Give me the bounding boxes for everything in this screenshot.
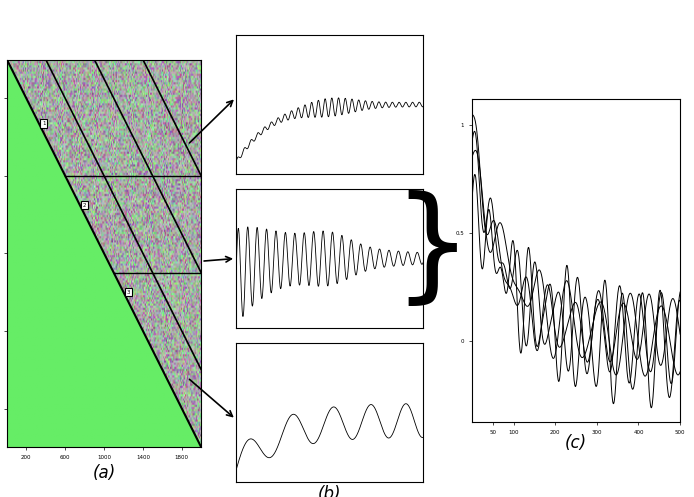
Text: 1: 1	[42, 121, 46, 126]
Text: (c): (c)	[565, 434, 587, 452]
Text: (a): (a)	[92, 464, 116, 482]
Text: (b): (b)	[318, 485, 341, 497]
Text: 2: 2	[83, 202, 87, 208]
Text: 3: 3	[126, 290, 130, 295]
Text: }: }	[393, 190, 472, 312]
